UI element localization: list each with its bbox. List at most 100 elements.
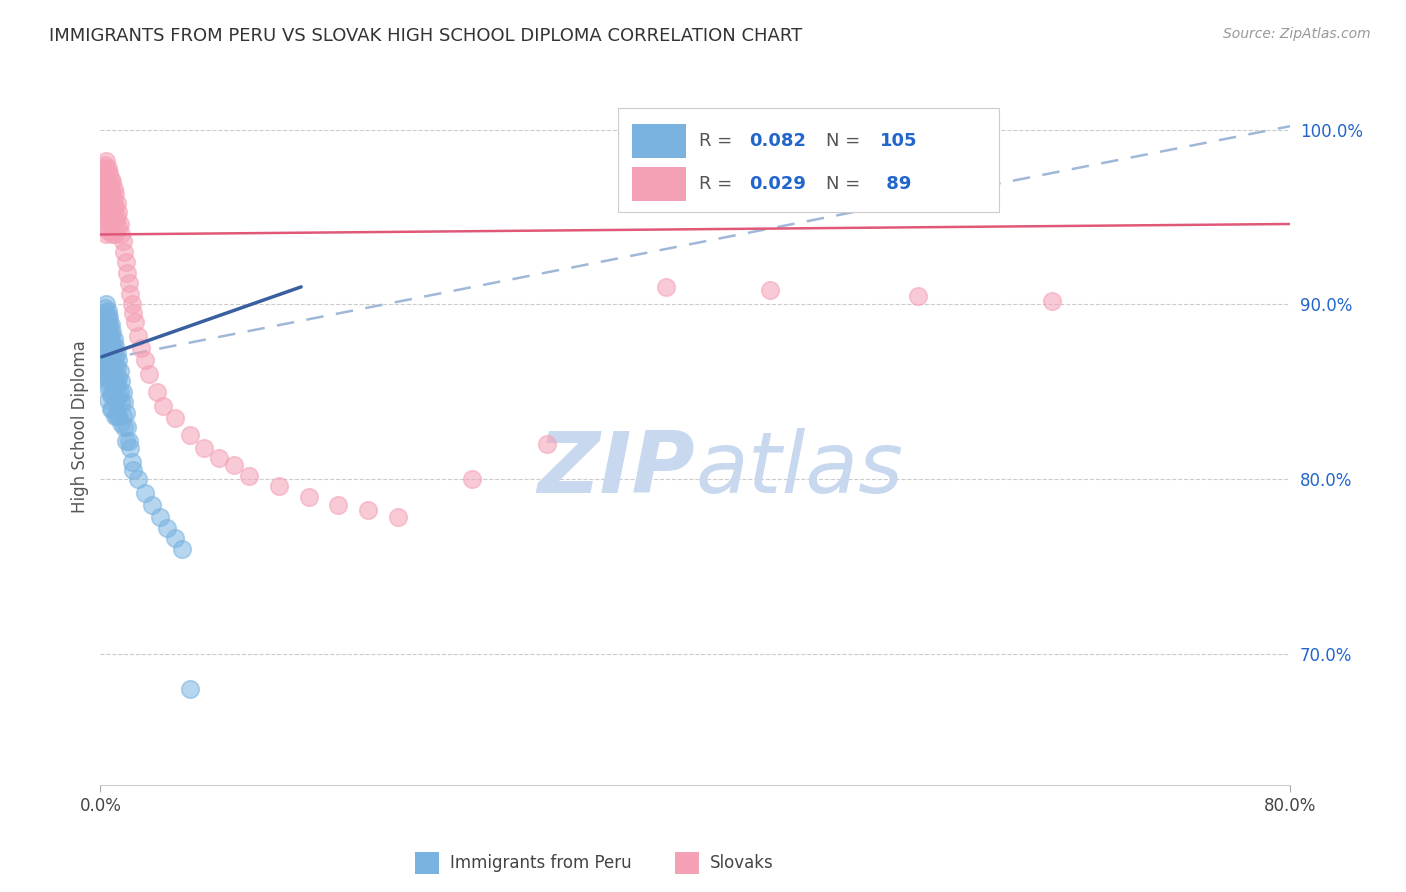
Point — [114, 434, 136, 448]
Point — [108, 364, 131, 378]
Point — [96, 297, 118, 311]
Point — [94, 326, 117, 340]
Point — [267, 479, 290, 493]
Point — [105, 376, 128, 390]
Point — [110, 227, 132, 242]
Point — [111, 384, 134, 399]
Point — [101, 402, 124, 417]
Text: 105: 105 — [880, 132, 917, 150]
Point — [91, 187, 114, 202]
Point — [98, 310, 121, 324]
Point — [98, 175, 121, 189]
Point — [98, 166, 121, 180]
Point — [94, 220, 117, 235]
Point — [124, 315, 146, 329]
Point — [110, 374, 132, 388]
Point — [96, 227, 118, 242]
Point — [91, 201, 114, 215]
Point — [101, 346, 124, 360]
Text: 89: 89 — [880, 175, 911, 193]
Point — [97, 210, 120, 224]
Point — [179, 681, 201, 696]
Point — [96, 315, 118, 329]
Point — [103, 384, 125, 399]
Point — [97, 169, 120, 184]
Point — [117, 434, 139, 448]
Point — [101, 326, 124, 340]
Point — [97, 311, 120, 326]
Point — [104, 364, 127, 378]
Text: atlas: atlas — [695, 428, 903, 511]
Point — [149, 510, 172, 524]
Point — [129, 341, 152, 355]
Point — [94, 200, 117, 214]
Point — [94, 158, 117, 172]
Point — [103, 182, 125, 196]
Point — [117, 277, 139, 291]
Point — [101, 175, 124, 189]
Point — [97, 200, 120, 214]
Point — [100, 328, 122, 343]
Point — [105, 346, 128, 360]
Point — [193, 441, 215, 455]
Point — [94, 301, 117, 315]
Bar — [633, 167, 686, 201]
Point — [107, 204, 129, 219]
Point — [97, 304, 120, 318]
Point — [94, 360, 117, 375]
Point — [97, 318, 120, 333]
Point — [100, 318, 122, 333]
Point — [103, 196, 125, 211]
Point — [94, 210, 117, 224]
Point — [112, 419, 135, 434]
Point — [105, 196, 128, 211]
Point — [536, 437, 558, 451]
Text: Source: ZipAtlas.com: Source: ZipAtlas.com — [1223, 27, 1371, 41]
Point — [357, 503, 380, 517]
Point — [94, 332, 117, 346]
Point — [97, 161, 120, 175]
Point — [103, 370, 125, 384]
Point — [96, 182, 118, 196]
Point — [224, 458, 246, 472]
Point — [152, 399, 174, 413]
Point — [114, 406, 136, 420]
Text: N =: N = — [827, 132, 866, 150]
Point — [101, 227, 124, 242]
Point — [96, 332, 118, 346]
Point — [91, 364, 114, 378]
Point — [104, 377, 127, 392]
Text: 0.029: 0.029 — [749, 175, 806, 193]
Point — [107, 353, 129, 368]
FancyBboxPatch shape — [617, 108, 998, 211]
Point — [121, 297, 143, 311]
Point — [134, 486, 156, 500]
Point — [110, 416, 132, 430]
Point — [97, 393, 120, 408]
Point — [90, 360, 112, 375]
Point — [98, 187, 121, 202]
Point — [97, 326, 120, 340]
Point — [238, 468, 260, 483]
Point — [100, 171, 122, 186]
Point — [96, 200, 118, 214]
Point — [103, 357, 125, 371]
Point — [907, 288, 929, 302]
Point — [120, 286, 142, 301]
Point — [100, 360, 122, 375]
Text: R =: R = — [699, 132, 738, 150]
Point — [101, 187, 124, 202]
Text: ZIP: ZIP — [537, 428, 695, 511]
Point — [105, 210, 128, 224]
Point — [179, 428, 201, 442]
Point — [127, 328, 149, 343]
Point — [104, 200, 127, 214]
Point — [156, 521, 179, 535]
Point — [104, 393, 127, 408]
Text: IMMIGRANTS FROM PERU VS SLOVAK HIGH SCHOOL DIPLOMA CORRELATION CHART: IMMIGRANTS FROM PERU VS SLOVAK HIGH SCHO… — [49, 27, 803, 45]
Point — [101, 388, 124, 402]
Point — [100, 350, 122, 364]
Point — [103, 332, 125, 346]
Point — [101, 374, 124, 388]
Point — [108, 217, 131, 231]
